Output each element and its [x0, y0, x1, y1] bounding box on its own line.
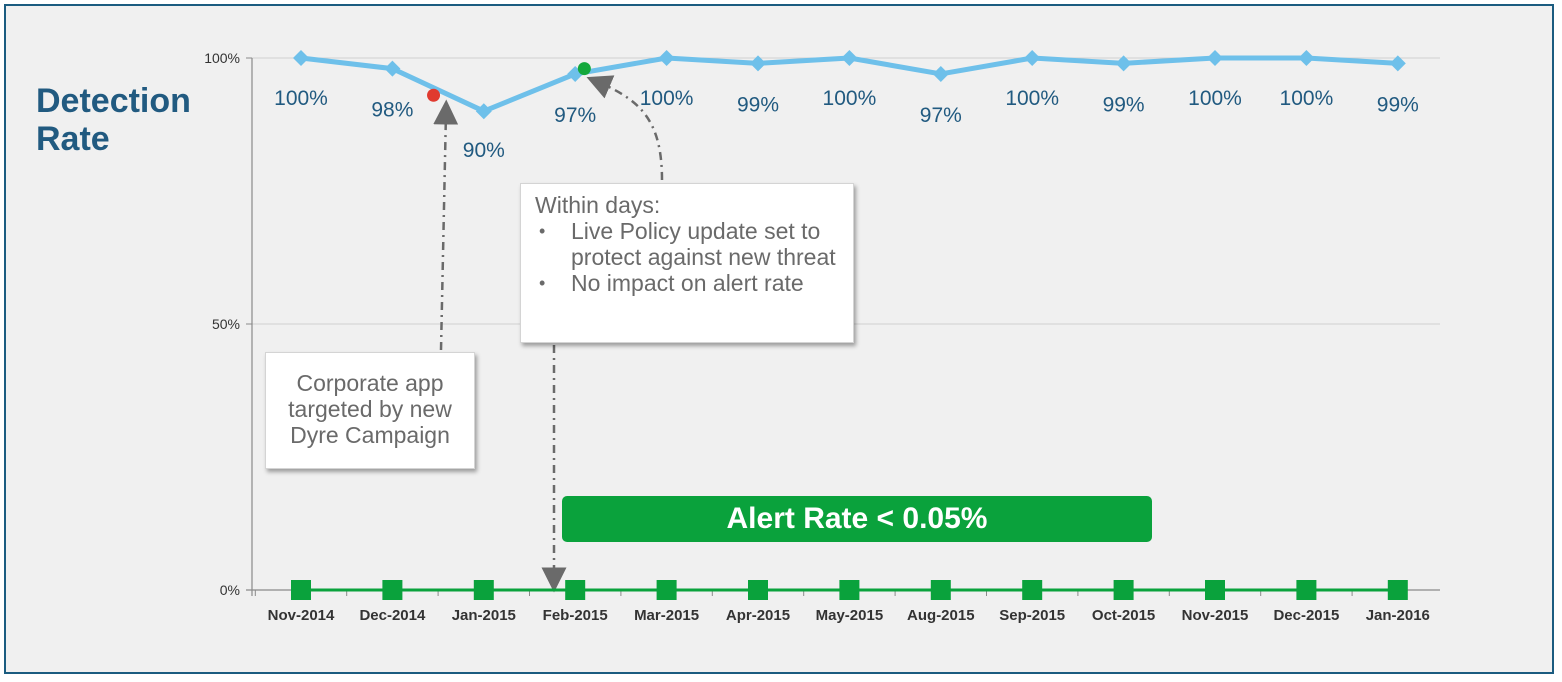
x-tick-label: Dec-2015 — [1273, 607, 1339, 624]
x-tick-label: Jan-2015 — [452, 607, 516, 624]
alert-rate-banner: Alert Rate < 0.05% — [562, 496, 1152, 542]
x-tick-label: Nov-2015 — [1182, 607, 1249, 624]
detection-point — [1207, 50, 1223, 66]
dyre-campaign-callout-text: Corporate app targeted by new Dyre Campa… — [288, 370, 452, 448]
y-tick-label: 100% — [204, 50, 240, 66]
policy-arrow — [586, 75, 664, 181]
x-tick-label: Sep-2015 — [999, 607, 1065, 624]
data-label: 99% — [1377, 93, 1419, 116]
data-label: 100% — [823, 87, 877, 110]
x-tick-label: Oct-2015 — [1092, 607, 1155, 624]
data-label: 97% — [554, 104, 596, 127]
detection-point — [384, 60, 401, 77]
data-label: 99% — [737, 93, 779, 116]
alert-point — [1205, 580, 1225, 600]
dyre-campaign-callout: Corporate app targeted by new Dyre Campa… — [265, 352, 475, 469]
data-label: 90% — [463, 139, 505, 162]
data-label: 100% — [1005, 87, 1059, 110]
alert-point — [1022, 580, 1043, 600]
y-tick-label: 0% — [220, 582, 240, 598]
x-tick-label: Dec-2014 — [359, 607, 426, 624]
policy-update-callout: Within days: • Live Policy update set to … — [520, 183, 854, 343]
bullet-glyph: • — [539, 221, 546, 241]
detection-point — [475, 103, 492, 120]
policy-update-list: • Live Policy update set to protect again… — [535, 218, 841, 296]
alert-point — [565, 580, 586, 600]
detection-point — [750, 55, 766, 72]
bullet-glyph: • — [539, 273, 546, 293]
x-tick-label: Aug-2015 — [907, 607, 975, 624]
alert-point — [291, 580, 311, 600]
alert-point — [656, 580, 677, 600]
alert-point — [839, 580, 860, 600]
detection-point — [841, 50, 858, 66]
y-tick-label: 50% — [212, 316, 240, 332]
alert-point — [1296, 580, 1317, 600]
detection-point — [293, 50, 309, 66]
x-tick-label: May-2015 — [816, 607, 884, 624]
detection-point — [1389, 55, 1406, 72]
dyre-arrow — [433, 99, 459, 351]
detection-point — [1115, 55, 1132, 72]
data-label: 97% — [920, 104, 962, 127]
alert-point — [1113, 580, 1134, 600]
alert-point — [473, 580, 494, 600]
data-label: 100% — [1280, 87, 1334, 110]
alert-point — [382, 580, 403, 600]
x-tick-label: Apr-2015 — [726, 607, 790, 624]
x-tick-label: Feb-2015 — [543, 607, 608, 624]
data-label: 100% — [1188, 87, 1242, 110]
data-label: 99% — [1103, 93, 1145, 116]
x-tick-label: Mar-2015 — [634, 607, 699, 624]
alert-point — [1387, 580, 1408, 600]
fix-event-marker — [577, 62, 591, 76]
data-label: 100% — [274, 87, 328, 110]
x-tick-label: Jan-2016 — [1366, 607, 1430, 624]
policy-update-item: • No impact on alert rate — [539, 270, 804, 296]
detection-point — [1298, 50, 1315, 66]
policy-update-heading: Within days: — [535, 192, 661, 218]
detection-point — [658, 50, 675, 66]
policy-update-item: • Live Policy update set to protect again… — [539, 218, 836, 270]
data-label: 98% — [371, 99, 413, 122]
x-tick-label: Nov-2014 — [268, 607, 335, 624]
y-axis-title: Detection Rate — [36, 82, 191, 158]
detection-point — [1024, 50, 1041, 66]
detection-point — [932, 65, 949, 82]
data-label: 100% — [640, 87, 694, 110]
attack-event-marker — [427, 88, 441, 102]
alert-point — [748, 580, 768, 600]
alert-point — [930, 580, 951, 600]
